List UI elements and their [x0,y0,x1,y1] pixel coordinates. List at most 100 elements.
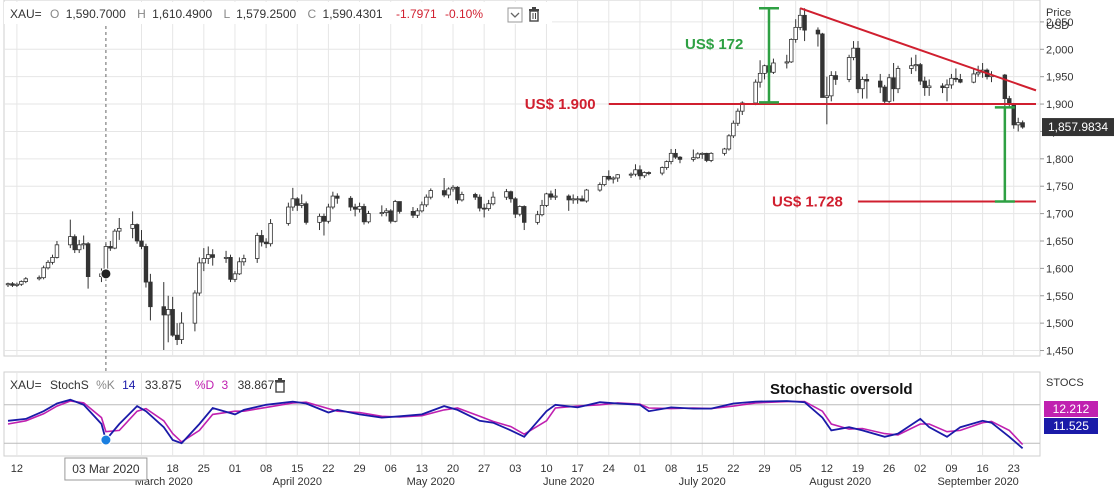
candle [477,194,482,212]
candle-body [477,196,482,209]
candle-body [446,188,451,196]
chevron-down-icon[interactable] [507,7,523,23]
candle [192,290,198,332]
svg-text:XAU= StochS %K: XAU= StochS %K 14 33.875 %D 3 38.867 [10,378,275,392]
candle [335,193,340,204]
candle [223,250,229,263]
candle [708,152,714,163]
candle-body [891,77,896,90]
candle [450,185,456,192]
candle [473,192,478,200]
candle-body [441,190,447,196]
open-label: O [50,7,59,21]
candle-body [691,157,696,160]
candle [824,76,830,125]
candle-body [223,257,229,259]
date-tick-label: 22 [322,463,334,475]
candle-body [366,213,371,223]
candle [726,134,732,151]
candle [45,260,51,270]
candle [210,249,215,266]
candle [130,211,135,239]
candle-body [504,191,509,198]
candle-body [303,203,309,223]
price-tick-label: 1,600 [1046,263,1074,275]
last-price-value: 1,857.9834 [1048,120,1108,134]
candle-body [77,244,82,251]
candle [860,76,865,99]
candle [940,83,945,94]
date-tick-label: 12 [821,463,833,475]
candle-body [646,172,652,174]
candle-body [735,110,741,124]
candle-body [228,257,233,280]
stoch-d-badge: 11.525 [1044,418,1098,434]
stoch-trash-icon[interactable] [275,378,285,393]
candle-body [740,102,745,112]
candle [642,171,647,178]
candle [419,201,425,213]
tooltip-date: 03 Mar 2020 [72,462,140,476]
candle [397,201,402,214]
candle [602,175,607,187]
price-tick-label: 1,650 [1046,236,1074,248]
candle-body [486,203,491,210]
candle-body [913,64,919,67]
candle-body [566,195,571,201]
candle [41,265,46,280]
candle-body [352,206,358,210]
stoch-d-value: 38.867 [238,378,275,392]
candle [357,202,362,213]
candle-body [668,152,674,162]
candle [584,188,589,203]
month-label: July 2020 [679,476,726,488]
candle-body [1002,74,1008,99]
trash-icon[interactable] [529,7,539,22]
candle-body [909,65,914,69]
date-tick-label: 01 [229,463,241,475]
candle-body [179,322,184,340]
candle-body [584,189,589,202]
stoch-symbol: XAU= [10,378,42,392]
candle [611,176,616,184]
candle-body [575,198,580,201]
candle [886,73,892,103]
price-tick-label: 1,450 [1046,346,1074,358]
candle [646,171,652,176]
price-tick-label: 1,750 [1046,181,1074,193]
date-tick-label: 13 [416,463,428,475]
candle-body [428,190,433,198]
low-value: 1,579.2500 [236,7,296,21]
candle-body [544,193,549,206]
target-bracket [994,106,1015,203]
candle [668,148,674,165]
candle-body [789,39,794,63]
candle-body [642,172,647,177]
candle-body [708,152,714,161]
resistance-label: US$ 1.900 [525,96,596,113]
date-tick-label: 05 [790,463,802,475]
candle-body [139,240,144,247]
stoch-panel [3,371,1041,457]
candle-body [700,152,705,155]
date-tick-label: 20 [447,463,459,475]
candle [517,205,522,217]
close-value: 1,590.4301 [323,7,383,21]
candle-body [553,195,558,198]
candle-body [722,148,727,154]
candle [81,235,86,250]
candle [410,207,416,218]
candle [36,275,42,281]
candle-body [379,212,385,214]
candle [971,68,976,84]
candle [330,191,336,210]
candle [691,149,696,162]
candle [388,209,393,224]
candle-body [597,184,603,191]
candle-body [206,254,211,259]
candle-body [918,64,923,82]
candlesticks [5,8,1025,350]
candle-body [726,135,732,150]
price-tick-label: 1,950 [1046,72,1074,84]
candle [508,190,514,203]
